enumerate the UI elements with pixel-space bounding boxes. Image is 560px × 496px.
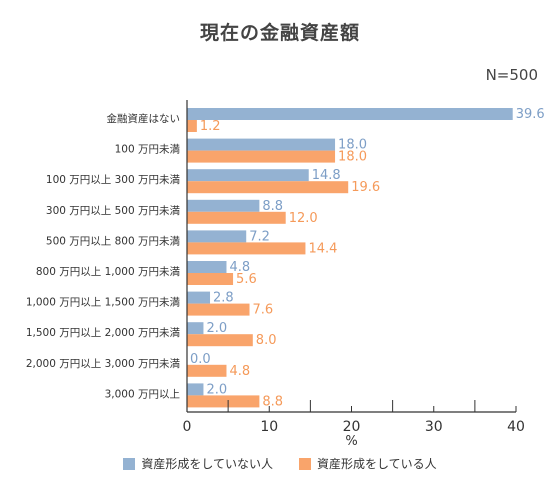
data-label-not-forming: 2.0 (206, 382, 227, 397)
bar-forming (187, 364, 227, 377)
bar-forming (187, 120, 197, 132)
legend-item-not-forming: 資産形成をしていない人 (123, 455, 273, 472)
x-tick-label: 10 (260, 419, 278, 435)
data-label-forming: 18.0 (338, 150, 367, 165)
data-label-forming: 7.6 (253, 303, 274, 318)
bar-not-forming (187, 383, 204, 396)
category-label: 800 万円以上 1,000 万円未満 (36, 266, 181, 278)
bar-not-forming (187, 322, 204, 335)
data-label-not-forming: 0.0 (190, 352, 211, 367)
data-label-not-forming: 39.6 (516, 107, 545, 122)
category-label: 3,000 万円以上 (105, 388, 180, 400)
legend-item-forming: 資産形成をしている人 (299, 455, 437, 472)
x-tick-label: 0 (183, 419, 192, 435)
bar-forming (187, 395, 260, 408)
bar-not-forming (187, 108, 513, 120)
bar-forming (187, 303, 250, 316)
data-label-not-forming: 8.8 (262, 199, 283, 214)
bar-forming (187, 211, 286, 224)
data-label-forming: 14.4 (308, 241, 337, 256)
bar-forming (187, 273, 234, 285)
data-label-not-forming: 14.8 (312, 168, 341, 183)
category-label: 500 万円以上 800 万円未満 (46, 235, 181, 247)
data-label-not-forming: 4.8 (229, 260, 250, 275)
bar-not-forming (187, 291, 211, 304)
bar-forming (187, 150, 336, 163)
bar-forming (187, 242, 306, 255)
legend-swatch-not-forming (123, 457, 136, 470)
bar-forming (187, 334, 253, 347)
data-label-not-forming: 18.0 (338, 138, 367, 153)
data-label-forming: 4.8 (229, 364, 250, 379)
x-tick-label: 40 (507, 419, 525, 435)
data-label-forming: 12.0 (289, 211, 318, 226)
bar-not-forming (187, 199, 260, 212)
legend-swatch-forming (299, 457, 311, 470)
legend: 資産形成をしていない人 資産形成をしている人 (0, 455, 560, 472)
sample-size-note: N=500 (485, 66, 538, 84)
x-tick-label: 20 (343, 419, 361, 435)
bar-not-forming (187, 138, 336, 151)
category-label: 100 万円未満 (115, 144, 181, 156)
category-label: 1,500 万円以上 2,000 万円未満 (26, 327, 181, 339)
x-tick-label: 30 (425, 419, 443, 435)
category-label: 1,000 万円以上 1,500 万円未満 (26, 297, 181, 309)
data-label-forming: 1.2 (200, 119, 221, 134)
category-label: 2,000 万円以上 3,000 万円未満 (26, 358, 181, 370)
bar-not-forming (187, 169, 309, 182)
data-label-forming: 8.8 (262, 394, 283, 409)
x-axis-title: % (345, 434, 357, 449)
category-label: 100 万円以上 300 万円未満 (46, 174, 181, 186)
data-label-forming: 5.6 (236, 272, 257, 287)
data-label-not-forming: 2.8 (213, 291, 234, 306)
legend-label-not-forming: 資産形成をしていない人 (141, 457, 273, 471)
chart-title: 現在の金融資産額 (199, 22, 360, 44)
bar-not-forming (187, 261, 227, 273)
data-label-not-forming: 7.2 (249, 229, 270, 244)
data-label-forming: 8.0 (256, 333, 277, 348)
bar-forming (187, 181, 349, 194)
data-label-forming: 19.6 (351, 180, 380, 195)
category-label: 金融資産はない (107, 112, 181, 125)
legend-label-forming: 資産形成をしている人 (317, 457, 437, 471)
category-label: 300 万円以上 500 万円未満 (46, 205, 181, 217)
data-label-not-forming: 2.0 (206, 321, 227, 336)
bar-not-forming (187, 230, 247, 243)
